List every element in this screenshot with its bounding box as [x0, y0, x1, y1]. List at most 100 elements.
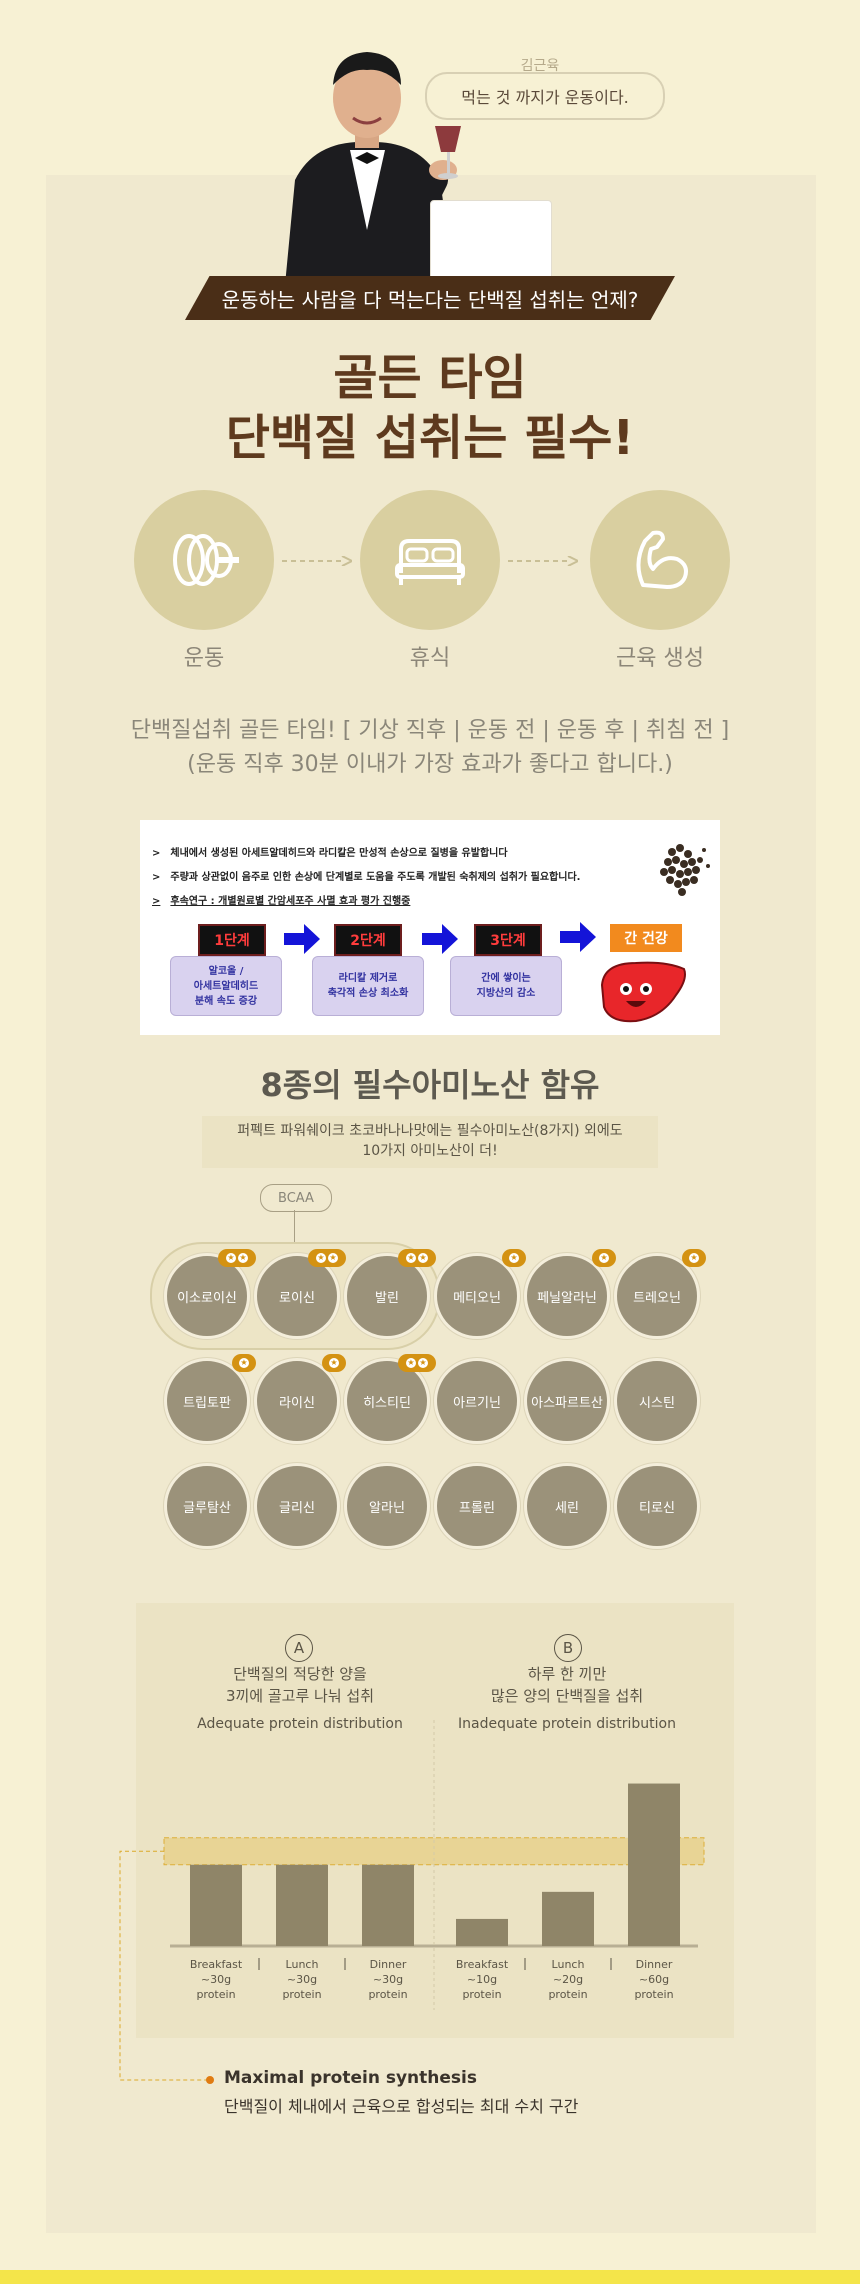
amino-subtitle-line1: 퍼펙트 파워쉐이크 초코바나나맛에는 필수아미노산(8가지) 외에도 [237, 1123, 623, 1140]
amino-acid-circle: 메티오닌 [434, 1253, 520, 1339]
amino-acid-name: 로이신 [279, 1290, 315, 1306]
amino-acid-circle: 세린 [524, 1463, 610, 1549]
amino-acid-name: 페닐알라닌 [537, 1290, 597, 1306]
liver-mascot-icon [600, 961, 686, 1023]
panel-b-title-line2: 많은 양의 단백질을 섭취 [490, 1686, 644, 1705]
amount-label: ~30g [286, 1972, 318, 1986]
bcaa-label: BCAA [260, 1184, 332, 1212]
golden-time-text: 단백질섭취 골든 타임! [ 기상 직후 | 운동 전 | 운동 후 | 취침 … [130, 718, 730, 743]
step-label-muscle: 근육 생성 [616, 646, 704, 671]
amino-acid-name: 메티오닌 [453, 1290, 501, 1306]
blue-arrow-2 [422, 924, 458, 954]
amino-acid-name: 아스파르트산 [531, 1395, 603, 1411]
unit-label: protein [196, 1987, 236, 2001]
amino-acid-circle: 아르기닌 [434, 1358, 520, 1444]
amino-acid-circle: 로이신 [254, 1253, 340, 1339]
stage-3-label: 3단계 [474, 924, 542, 956]
seeds-image [660, 844, 710, 896]
amino-acid-name: 알라닌 [369, 1500, 405, 1516]
step-label-rest: 휴식 [409, 646, 451, 671]
essential-badge: ★ [502, 1249, 526, 1267]
essential-badge: ★ [232, 1354, 256, 1372]
amino-acid-name: 발린 [375, 1290, 399, 1306]
meal-label: Breakfast [455, 1958, 509, 1971]
essential-badge: ★ [682, 1249, 706, 1267]
amino-acid-circle: 히스티딘 [344, 1358, 430, 1444]
bar-a-lunch [276, 1864, 328, 1946]
blue-arrow-1 [284, 924, 320, 954]
unit-label: protein [548, 1987, 588, 2001]
barbell-plate-icon [173, 534, 239, 586]
bar-b-dinner [628, 1783, 680, 1946]
host-photo [285, 52, 461, 285]
stage-1-label: 1단계 [198, 924, 266, 956]
amino-acid-circle: 이소로이신 [164, 1253, 250, 1339]
amino-title: 8종의 필수아미노산 함유 [260, 1066, 600, 1104]
stage-1-desc: 알코올 / 아세트알데히드 분해 속도 증강 [170, 956, 282, 1016]
amino-acid-circle: 발린 [344, 1253, 430, 1339]
meal-label: Breakfast [189, 1958, 243, 1971]
bar-a-breakfast [190, 1864, 242, 1946]
x-tick-label: Breakfast ~30g protein [176, 1958, 256, 2003]
headline-protein-essential: 단백질 섭취는 필수! [225, 410, 635, 466]
amino-acid-name: 트레오닌 [633, 1290, 681, 1306]
amino-acid-name: 세린 [555, 1500, 579, 1516]
essential-badge: ★ [592, 1249, 616, 1267]
amino-acid-circle: 글루탐산 [164, 1463, 250, 1549]
amount-label: ~10g [466, 1972, 498, 1986]
amount-label: ~30g [200, 1972, 232, 1986]
panel-a-subtitle: Adequate protein distribution [197, 1716, 403, 1732]
amino-acid-name: 글리신 [279, 1500, 315, 1516]
info-bullet-3: > 후속연구 : 개별원료별 간암세포주 사멸 효과 평가 진행중 [152, 896, 411, 907]
panel-b-title: 하루 한 끼만 많은 양의 단백질을 섭취 [437, 1664, 697, 1708]
info-bullet-1: > 체내에서 생성된 아세트알데히드와 라디칼은 만성적 손상으로 질병을 유발합… [152, 848, 508, 859]
essential-badge: ★ ★ [398, 1354, 436, 1372]
bar-b-lunch [542, 1891, 594, 1946]
bed-icon [395, 539, 465, 585]
stage-3-desc: 간에 쌓이는 지방산의 감소 [450, 956, 562, 1016]
amino-acid-circle: 아스파르트산 [524, 1358, 610, 1444]
amino-acid-circle: 글리신 [254, 1463, 340, 1549]
step-circle-rest [360, 490, 500, 630]
amino-acid-name: 라이신 [279, 1395, 315, 1411]
amino-acid-circle: 트립토판 [164, 1358, 250, 1444]
amino-acid-circle: 시스틴 [614, 1358, 700, 1444]
liver-health-label: 간 건강 [610, 924, 682, 952]
quote-bubble: 먹는 것 까지가 운동이다. [425, 72, 665, 120]
amino-acid-circle: 프롤린 [434, 1463, 520, 1549]
golden-time-note: (운동 직후 30분 이내가 가장 효과가 좋다고 합니다.) [187, 752, 673, 777]
muscle-arm-icon [636, 530, 688, 589]
panel-a-title-line2: 3끼에 골고루 나눠 섭취 [225, 1686, 375, 1705]
amount-label: ~60g [638, 1972, 670, 1986]
meal-label: Dinner [369, 1958, 407, 1971]
amino-subtitle-line2: 10가지 아미노산이 더! [362, 1143, 498, 1159]
info-bullet-2: > 주량과 상관없이 음주로 인한 손상에 단계별로 도움을 주도록 개발된 숙취… [152, 872, 581, 883]
blue-arrow-3 [560, 922, 596, 952]
panel-a-title-line1: 단백질의 적당한 양을 [233, 1665, 367, 1683]
panel-b-title-line1: 하루 한 끼만 [527, 1665, 607, 1683]
step-circle-muscle [590, 490, 730, 630]
amino-acid-name: 글루탐산 [183, 1500, 231, 1516]
unit-label: protein [368, 1987, 408, 2001]
unit-label: protein [462, 1987, 502, 2001]
quote-author: 김근육 [520, 58, 560, 74]
question-banner: 운동하는 사람을 다 먹는다는 단백질 섭취는 언제? [185, 276, 675, 320]
amino-acid-circle: 라이신 [254, 1358, 340, 1444]
amino-acid-circle: 트레오닌 [614, 1253, 700, 1339]
bottom-accent-strip [0, 2270, 860, 2284]
dashed-arrow-2 [508, 556, 578, 566]
step-label-exercise: 운동 [183, 646, 225, 671]
unit-label: protein [634, 1987, 674, 2001]
x-tick-label: Dinner ~60g protein [614, 1958, 694, 2003]
x-tick-label: Dinner ~30g protein [348, 1958, 428, 2003]
amino-acid-name: 티로신 [639, 1500, 675, 1516]
amino-acid-name: 트립토판 [183, 1395, 231, 1411]
x-tick-label: Lunch ~30g protein [262, 1958, 342, 2003]
panel-b-letter: B [554, 1634, 582, 1662]
amino-acid-circle: 알라닌 [344, 1463, 430, 1549]
x-tick-label: Breakfast ~10g protein [442, 1958, 522, 2003]
headline-golden-time: 골든 타임 [333, 350, 527, 406]
bar-a-dinner [362, 1864, 414, 1946]
legend-title: Maximal protein synthesis [224, 2068, 477, 2088]
amino-acid-circle: 티로신 [614, 1463, 700, 1549]
